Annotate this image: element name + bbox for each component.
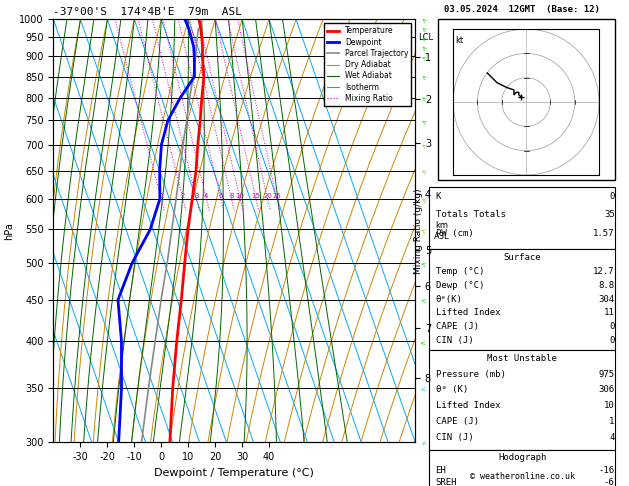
Text: Surface: Surface — [503, 253, 541, 262]
Bar — [438, 19, 615, 180]
Text: SREH: SREH — [435, 478, 457, 486]
Text: LCL: LCL — [418, 33, 433, 42]
Y-axis label: hPa: hPa — [4, 222, 14, 240]
Text: Most Unstable: Most Unstable — [487, 354, 557, 363]
Text: 4: 4 — [204, 193, 209, 199]
Text: >: > — [420, 296, 426, 303]
Text: >: > — [420, 52, 428, 61]
Text: Pressure (mb): Pressure (mb) — [435, 370, 505, 379]
Text: >: > — [420, 15, 428, 24]
Text: 0: 0 — [610, 322, 615, 331]
Text: >: > — [420, 72, 428, 81]
Text: Dewp (°C): Dewp (°C) — [435, 281, 484, 290]
Text: 1: 1 — [159, 193, 164, 199]
Text: 8: 8 — [230, 193, 234, 199]
Text: >: > — [420, 338, 425, 344]
Text: 304: 304 — [599, 295, 615, 304]
Text: 12.7: 12.7 — [593, 267, 615, 276]
Text: kt: kt — [455, 36, 464, 46]
Text: 03.05.2024  12GMT  (Base: 12): 03.05.2024 12GMT (Base: 12) — [444, 5, 600, 14]
Bar — [430, 450, 615, 486]
Legend: Temperature, Dewpoint, Parcel Trajectory, Dry Adiabat, Wet Adiabat, Isotherm, Mi: Temperature, Dewpoint, Parcel Trajectory… — [324, 23, 411, 106]
Text: >: > — [420, 438, 428, 446]
Text: 8.8: 8.8 — [599, 281, 615, 290]
Bar — [430, 187, 615, 249]
Text: 3: 3 — [194, 193, 199, 199]
Text: -37°00'S  174°4B'E  79m  ASL: -37°00'S 174°4B'E 79m ASL — [53, 7, 242, 17]
Text: 35: 35 — [604, 210, 615, 219]
Text: CAPE (J): CAPE (J) — [435, 417, 479, 426]
Text: >: > — [420, 195, 428, 203]
Text: -16: -16 — [599, 466, 615, 475]
Text: 25: 25 — [272, 193, 281, 199]
Text: -6: -6 — [604, 478, 615, 486]
Bar — [430, 249, 615, 350]
Text: © weatheronline.co.uk: © weatheronline.co.uk — [470, 472, 574, 481]
Text: 0: 0 — [610, 336, 615, 345]
Text: Mixing Ratio (g/kg): Mixing Ratio (g/kg) — [414, 188, 423, 274]
Text: Temp (°C): Temp (°C) — [435, 267, 484, 276]
Text: CIN (J): CIN (J) — [435, 433, 473, 442]
Text: >: > — [420, 24, 428, 33]
Text: 10: 10 — [235, 193, 245, 199]
Text: >: > — [420, 116, 428, 124]
Text: >: > — [420, 260, 426, 266]
Text: 306: 306 — [599, 385, 615, 395]
Text: Totals Totals: Totals Totals — [435, 210, 505, 219]
Text: Hodograph: Hodograph — [498, 453, 546, 463]
Text: 975: 975 — [599, 370, 615, 379]
Text: >: > — [420, 140, 428, 149]
Text: 0: 0 — [610, 192, 615, 201]
Text: 6: 6 — [219, 193, 223, 199]
Text: 11: 11 — [604, 308, 615, 317]
X-axis label: Dewpoint / Temperature (°C): Dewpoint / Temperature (°C) — [154, 468, 314, 478]
Text: >: > — [420, 43, 428, 51]
Text: >: > — [420, 385, 426, 392]
Text: >: > — [420, 94, 428, 102]
Text: 20: 20 — [263, 193, 272, 199]
Text: >: > — [420, 226, 427, 233]
Text: 15: 15 — [252, 193, 260, 199]
Text: Lifted Index: Lifted Index — [435, 308, 500, 317]
Text: PW (cm): PW (cm) — [435, 228, 473, 238]
Text: CIN (J): CIN (J) — [435, 336, 473, 345]
Text: CAPE (J): CAPE (J) — [435, 322, 479, 331]
Text: EH: EH — [435, 466, 446, 475]
Text: 2: 2 — [181, 193, 185, 199]
Text: 1: 1 — [610, 417, 615, 426]
Bar — [430, 350, 615, 450]
Text: 4: 4 — [610, 433, 615, 442]
Text: >: > — [420, 167, 428, 175]
Text: Lifted Index: Lifted Index — [435, 401, 500, 410]
Y-axis label: km
ASL: km ASL — [435, 221, 450, 241]
Text: 1.57: 1.57 — [593, 228, 615, 238]
Text: θᵊ (K): θᵊ (K) — [435, 385, 468, 395]
Text: >: > — [420, 34, 428, 42]
Text: θᵊ(K): θᵊ(K) — [435, 295, 462, 304]
Text: 10: 10 — [604, 401, 615, 410]
Text: K: K — [435, 192, 441, 201]
